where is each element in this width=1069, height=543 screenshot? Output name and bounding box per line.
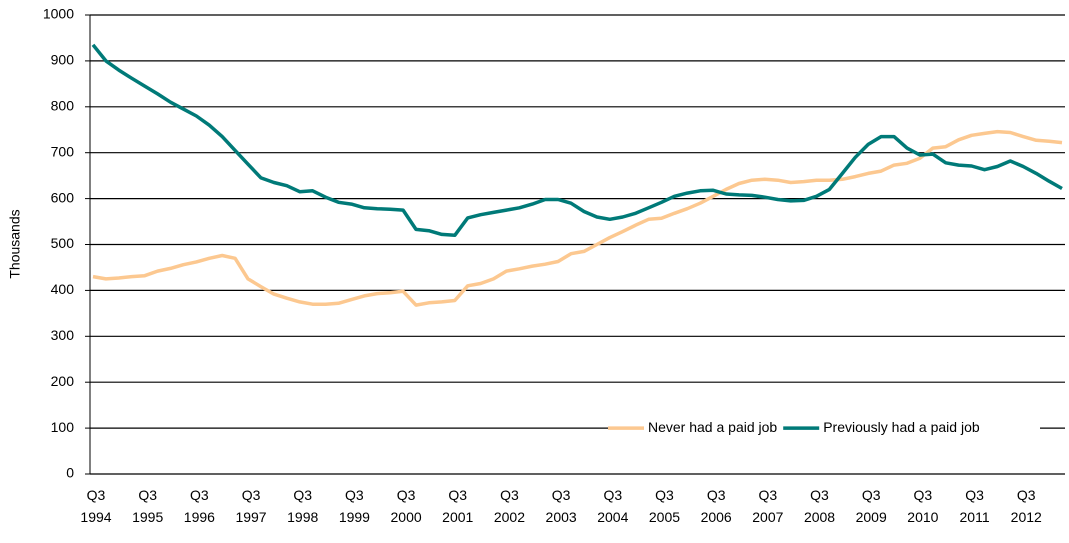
line-series bbox=[92, 129, 1063, 307]
x-tick-label: Q3 1999 bbox=[339, 487, 370, 525]
y-tick-label: 600 bbox=[51, 189, 75, 205]
y-axis-label: Thousands bbox=[7, 209, 23, 278]
x-tick-label: Q3 2009 bbox=[856, 487, 887, 525]
y-tick-label: 300 bbox=[51, 327, 75, 343]
y-tick-label: 1000 bbox=[43, 6, 74, 22]
line-series bbox=[91, 43, 1063, 238]
y-tick-label: 800 bbox=[51, 98, 75, 114]
x-tick-label: Q3 1994 bbox=[80, 487, 111, 525]
y-tick-label: 0 bbox=[66, 465, 74, 481]
y-tick-label: 500 bbox=[51, 235, 75, 251]
legend-label: Previously had a paid job bbox=[823, 419, 980, 435]
x-tick-label: Q3 2006 bbox=[701, 487, 732, 525]
legend-label: Never had a paid job bbox=[648, 419, 777, 435]
x-tick-label: Q3 2002 bbox=[494, 487, 525, 525]
x-tick-label: Q3 2010 bbox=[907, 487, 938, 525]
x-tick-label: Q3 1996 bbox=[184, 487, 215, 525]
y-tick-label: 700 bbox=[51, 143, 75, 159]
x-tick-label: Q3 2011 bbox=[960, 487, 990, 525]
x-tick-label: Q3 2000 bbox=[391, 487, 422, 525]
y-tick-label: 400 bbox=[51, 281, 75, 297]
x-tick-label: Q3 2003 bbox=[546, 487, 577, 525]
x-tick-label: Q3 1995 bbox=[132, 487, 163, 525]
x-tick-label: Q3 1997 bbox=[235, 487, 266, 525]
x-tick-label: Q3 2008 bbox=[804, 487, 835, 525]
x-tick-label: Q3 2001 bbox=[442, 487, 473, 525]
legend-background bbox=[608, 418, 1040, 439]
x-tick-label: Q3 2007 bbox=[752, 487, 783, 525]
x-tick-label: Q3 2005 bbox=[649, 487, 680, 525]
y-tick-label: 900 bbox=[51, 52, 75, 68]
x-tick-label: Q3 1998 bbox=[287, 487, 318, 525]
x-tick-label: Q3 2012 bbox=[1011, 487, 1042, 525]
x-tick-label: Q3 2004 bbox=[597, 487, 628, 525]
y-tick-label: 100 bbox=[51, 419, 75, 435]
y-tick-label: 200 bbox=[51, 373, 75, 389]
